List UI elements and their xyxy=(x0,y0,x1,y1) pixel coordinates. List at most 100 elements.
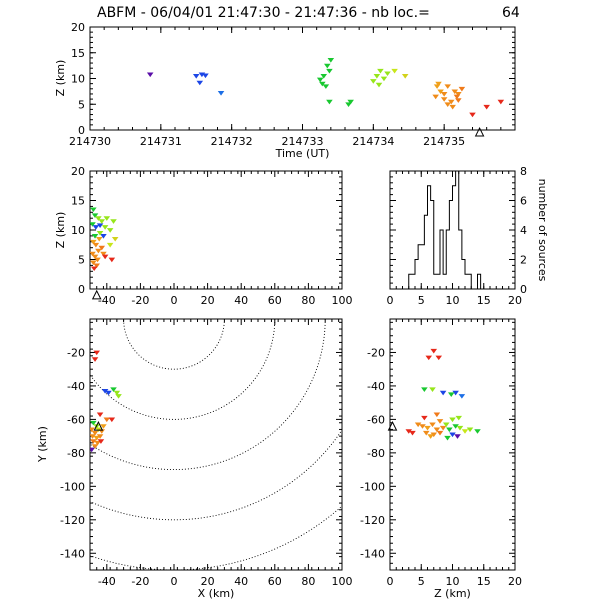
histogram-bar xyxy=(431,201,434,290)
source-point xyxy=(375,82,383,88)
source-point xyxy=(92,242,100,248)
source-point xyxy=(451,89,459,95)
source-point xyxy=(93,263,100,269)
source-point xyxy=(322,84,330,89)
y-tick-label: 0 xyxy=(78,283,85,296)
source-point xyxy=(101,254,109,260)
x-tick-label: 10 xyxy=(446,294,460,307)
source-point xyxy=(442,422,450,428)
source-point xyxy=(449,104,456,110)
source-point xyxy=(96,231,104,236)
source-point xyxy=(345,102,352,107)
source-point xyxy=(436,430,444,436)
source-point xyxy=(93,350,100,356)
source-point xyxy=(113,390,121,396)
source-point xyxy=(196,80,204,86)
source-point xyxy=(455,92,462,97)
source-point xyxy=(202,73,209,79)
y-tick-label: 20 xyxy=(71,21,85,34)
source-point xyxy=(90,447,95,453)
x-tick-label: 80 xyxy=(301,294,315,307)
panel-zy: 0 5 10 15 20 -140 -120 -100 -80 -60 -40 -20 Z (km) xyxy=(360,318,522,600)
y-tick-label: -40 xyxy=(367,380,385,393)
x-tick-label: -40 xyxy=(98,575,116,588)
source-point xyxy=(324,63,331,69)
x-tick-label: 0 xyxy=(387,575,394,588)
y-tick-label: 10 xyxy=(71,224,85,237)
x-tick-label: 10 xyxy=(446,575,460,588)
x-tick-label: 0 xyxy=(171,575,178,588)
y-tick-label: 15 xyxy=(71,47,85,60)
source-point xyxy=(373,74,381,79)
source-point xyxy=(100,234,107,239)
panel-xy: -40 -20 0 20 40 60 80 100 -140 -120 -100 -80 -60 -40 -… xyxy=(36,318,353,600)
source-point xyxy=(453,94,461,100)
y-tick-label: 2 xyxy=(520,254,527,267)
source-point xyxy=(414,422,422,428)
source-point xyxy=(466,427,474,433)
source-point xyxy=(108,417,116,423)
source-point xyxy=(452,424,459,429)
source-point xyxy=(92,225,100,230)
y-tick-label: -40 xyxy=(67,380,85,393)
source-point xyxy=(111,236,119,242)
source-point xyxy=(103,216,111,221)
source-point xyxy=(380,76,388,82)
source-point xyxy=(91,444,99,449)
source-point xyxy=(217,91,225,96)
source-point xyxy=(326,99,333,105)
x-tick-label: -40 xyxy=(98,294,116,307)
source-point xyxy=(440,97,448,102)
source-point xyxy=(424,425,431,431)
station-marker xyxy=(387,420,398,431)
source-point xyxy=(461,429,469,434)
source-point xyxy=(106,228,114,233)
source-point xyxy=(110,219,117,224)
y-axis-label: Z (km) xyxy=(54,60,67,97)
source-point xyxy=(425,355,433,361)
y-tick-label: -20 xyxy=(67,346,85,359)
source-point xyxy=(370,79,377,84)
histogram-bar xyxy=(428,186,431,289)
source-point xyxy=(497,99,505,105)
source-point xyxy=(444,84,451,89)
source-point xyxy=(90,439,97,444)
figure-title: ABFM - 06/04/01 21:47:30 - 21:47:36 - nb… xyxy=(97,5,430,21)
x-tick-label: 100 xyxy=(332,294,353,307)
source-point xyxy=(435,81,442,87)
panels-layer: 214730 214731 214732 214733 214734 214735 0 5 10… xyxy=(36,21,549,600)
source-point xyxy=(347,99,354,105)
source-point xyxy=(110,387,117,392)
source-point xyxy=(108,257,116,263)
histogram-bar xyxy=(468,274,471,289)
source-point xyxy=(474,429,481,434)
x-tick-label: 214730 xyxy=(69,135,111,148)
source-point xyxy=(103,417,111,423)
source-point xyxy=(430,348,438,354)
source-point xyxy=(429,422,436,428)
x-tick-label: 20 xyxy=(508,575,522,588)
histogram-bar xyxy=(415,260,418,290)
y-tick-label: -80 xyxy=(67,447,85,460)
source-point xyxy=(421,387,428,392)
source-point xyxy=(90,251,96,257)
histogram-bar xyxy=(412,274,415,289)
y-tick-label: 15 xyxy=(71,195,85,208)
source-points xyxy=(146,58,505,118)
source-point xyxy=(90,222,96,227)
source-point xyxy=(455,98,462,103)
source-point xyxy=(449,417,456,423)
source-point xyxy=(429,387,436,392)
y-tick-label: 20 xyxy=(71,165,85,178)
x-tick-label: 20 xyxy=(508,294,522,307)
y-tick-label: 6 xyxy=(520,195,527,208)
source-point xyxy=(327,58,335,63)
source-point xyxy=(452,390,459,396)
x-tick-label: 20 xyxy=(201,294,215,307)
x-tick-label: 5 xyxy=(418,575,425,588)
source-point xyxy=(100,424,107,429)
y-tick-label: -140 xyxy=(60,547,85,560)
source-point xyxy=(316,77,324,83)
source-point xyxy=(469,112,476,118)
x-tick-label: 20 xyxy=(201,575,215,588)
